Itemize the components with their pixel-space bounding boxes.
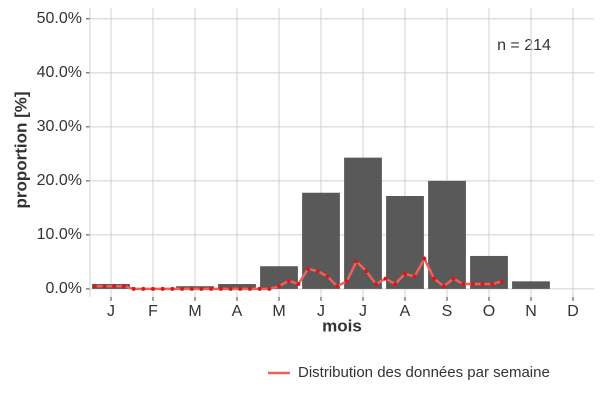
- weekly-point: [432, 276, 437, 281]
- weekly-point: [189, 286, 194, 291]
- weekly-point: [315, 269, 320, 274]
- weekly-point: [267, 286, 272, 291]
- weekly-point: [412, 274, 417, 279]
- legend-label: Distribution des données par semaine: [298, 364, 550, 381]
- weekly-point: [461, 282, 466, 287]
- weekly-point: [451, 276, 456, 281]
- weekly-point: [490, 282, 495, 287]
- weekly-point: [257, 286, 262, 291]
- weekly-point: [480, 282, 485, 287]
- x-tick-label: A: [400, 303, 411, 320]
- weekly-point: [238, 286, 243, 291]
- bar: [512, 281, 550, 289]
- weekly-point: [344, 279, 349, 284]
- weekly-point: [470, 282, 475, 287]
- weekly-point: [393, 282, 398, 287]
- bar: [260, 266, 298, 289]
- x-tick-label: M: [188, 303, 201, 320]
- y-tick-label: 40.0%: [37, 64, 82, 81]
- x-tick-label: F: [148, 303, 158, 320]
- weekly-point: [364, 269, 369, 274]
- weekly-point: [112, 284, 117, 289]
- bar: [428, 180, 466, 289]
- weekly-point: [131, 286, 136, 291]
- x-tick-label: J: [317, 303, 325, 320]
- weekly-point: [141, 286, 146, 291]
- weekly-point: [383, 276, 388, 281]
- weekly-point: [296, 282, 301, 287]
- x-axis-label: mois: [322, 316, 362, 335]
- weekly-point: [209, 286, 214, 291]
- x-tick-label: J: [107, 303, 115, 320]
- weekly-point: [218, 286, 223, 291]
- weekly-point: [441, 284, 446, 289]
- weekly-point: [199, 286, 204, 291]
- weekly-point: [325, 274, 330, 279]
- weekly-point: [160, 286, 165, 291]
- bar: [176, 286, 214, 289]
- x-tick-label: D: [567, 303, 579, 320]
- weekly-point: [121, 284, 126, 289]
- y-tick-label: 20.0%: [37, 172, 82, 189]
- y-tick-label: 10.0%: [37, 226, 82, 243]
- weekly-point: [180, 286, 185, 291]
- weekly-point: [277, 284, 281, 289]
- x-tick-label: J: [359, 303, 367, 320]
- weekly-point: [335, 284, 340, 289]
- y-tick-label: 50.0%: [37, 10, 82, 27]
- weekly-point: [247, 286, 252, 291]
- x-tick-label: O: [483, 303, 495, 320]
- y-tick-label: 30.0%: [37, 118, 82, 135]
- weekly-point: [422, 256, 427, 261]
- y-axis-label: proportion [%]: [11, 91, 30, 208]
- x-tick-label: A: [232, 303, 243, 320]
- weekly-point: [151, 286, 155, 291]
- y-tick-label: 0.0%: [46, 280, 82, 297]
- weekly-point: [403, 271, 407, 276]
- weekly-point: [373, 282, 378, 287]
- weekly-point: [499, 279, 504, 284]
- weekly-point: [286, 278, 291, 283]
- annotation: n = 214: [497, 37, 551, 54]
- bar: [302, 192, 340, 289]
- weekly-point: [102, 284, 107, 289]
- weekly-point: [306, 266, 311, 271]
- weekly-point: [354, 259, 359, 264]
- x-tick-label: M: [272, 303, 285, 320]
- x-tick-label: N: [525, 303, 537, 320]
- weekly-point: [92, 284, 97, 289]
- x-tick-label: S: [442, 303, 453, 320]
- bar: [218, 284, 256, 289]
- weekly-point: [170, 286, 175, 291]
- weekly-point: [228, 286, 233, 291]
